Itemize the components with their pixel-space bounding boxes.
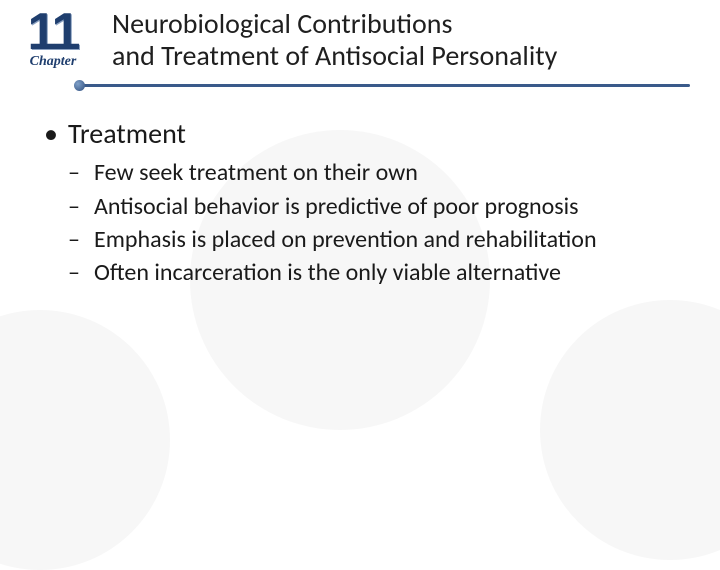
chapter-number: 11 — [28, 6, 79, 58]
bullet-text: Treatment — [68, 116, 186, 151]
slide-title: Neurobiological Contributions and Treatm… — [112, 8, 557, 72]
header-divider — [18, 78, 690, 92]
list-item: Few seek treatment on their own — [68, 157, 676, 188]
title-block: Neurobiological Contributions and Treatm… — [94, 6, 557, 72]
bullet-text: Emphasis is placed on prevention and reh… — [94, 225, 597, 254]
title-line-2: and Treatment of Antisocial Personality — [112, 38, 557, 73]
bullet-list-level2: Few seek treatment on their own Antisoci… — [68, 157, 676, 288]
divider-dot-icon — [74, 80, 85, 91]
chapter-label: Chapter — [30, 54, 77, 70]
list-item: Often incarceration is the only viable a… — [68, 257, 676, 288]
list-item: Antisocial behavior is predictive of poo… — [68, 191, 676, 222]
bullet-list-level1: Treatment Few seek treatment on their ow… — [44, 116, 676, 288]
bullet-text: Few seek treatment on their own — [94, 158, 418, 187]
bullet-text: Antisocial behavior is predictive of poo… — [94, 192, 579, 221]
title-line-1: Neurobiological Contributions — [112, 6, 452, 41]
list-item: Treatment Few seek treatment on their ow… — [44, 116, 676, 288]
slide-body: Treatment Few seek treatment on their ow… — [0, 92, 720, 288]
watermark-circle — [0, 310, 170, 570]
watermark-circle — [540, 300, 720, 560]
slide-content: 11 Chapter Neurobiological Contributions… — [0, 0, 720, 288]
list-item: Emphasis is placed on prevention and reh… — [68, 224, 676, 255]
bullet-text: Often incarceration is the only viable a… — [94, 258, 561, 287]
divider-line — [78, 84, 690, 87]
chapter-badge: 11 Chapter — [12, 6, 94, 70]
header-row: 11 Chapter Neurobiological Contributions… — [0, 0, 720, 72]
